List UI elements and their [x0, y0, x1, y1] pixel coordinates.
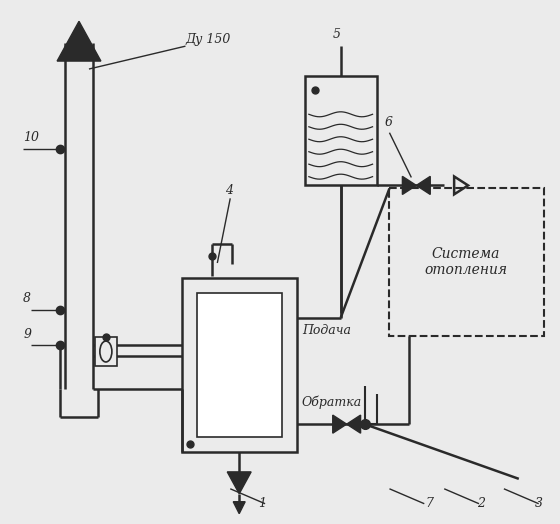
Polygon shape — [227, 472, 251, 494]
Polygon shape — [57, 21, 101, 61]
Polygon shape — [347, 415, 361, 433]
Polygon shape — [233, 501, 245, 514]
Text: 6: 6 — [385, 116, 393, 129]
Text: Ду 150: Ду 150 — [185, 33, 231, 46]
Text: 1: 1 — [258, 497, 266, 510]
Text: 3: 3 — [535, 497, 543, 510]
Text: 8: 8 — [24, 292, 31, 305]
Polygon shape — [416, 177, 430, 194]
Bar — [198, 293, 282, 437]
Text: 9: 9 — [24, 328, 31, 341]
Text: 5: 5 — [333, 28, 340, 41]
Polygon shape — [403, 177, 416, 194]
Text: 4: 4 — [225, 184, 234, 198]
Text: 7: 7 — [425, 497, 433, 510]
Text: 10: 10 — [24, 130, 39, 144]
Text: 2: 2 — [477, 497, 485, 510]
Bar — [183, 278, 297, 452]
Bar — [389, 189, 544, 335]
Text: Подача: Подача — [302, 324, 351, 336]
Bar — [95, 336, 117, 366]
Polygon shape — [333, 415, 347, 433]
Text: Обратка: Обратка — [302, 396, 362, 409]
Text: Система
отопления: Система отопления — [424, 247, 507, 277]
Bar — [305, 76, 376, 185]
